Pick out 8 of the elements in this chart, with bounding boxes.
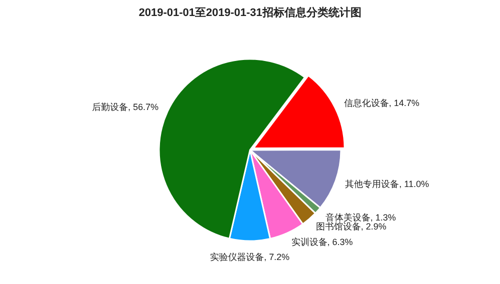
slice-label: 信息化设备, 14.7% — [344, 98, 420, 108]
slice-label: 图书馆设备, 2.9% — [316, 222, 386, 232]
chart-title: 2019-01-01至2019-01-31招标信息分类统计图 — [138, 6, 362, 19]
slice-label: 实训设备, 6.3% — [291, 237, 353, 248]
slice-label: 其他专用设备, 11.0% — [345, 178, 429, 189]
slice-label: 音体美设备, 1.3% — [325, 212, 396, 222]
slice-label: 后勤设备, 56.7% — [92, 102, 158, 112]
slice-label: 实验仪器设备, 7.2% — [210, 252, 290, 262]
